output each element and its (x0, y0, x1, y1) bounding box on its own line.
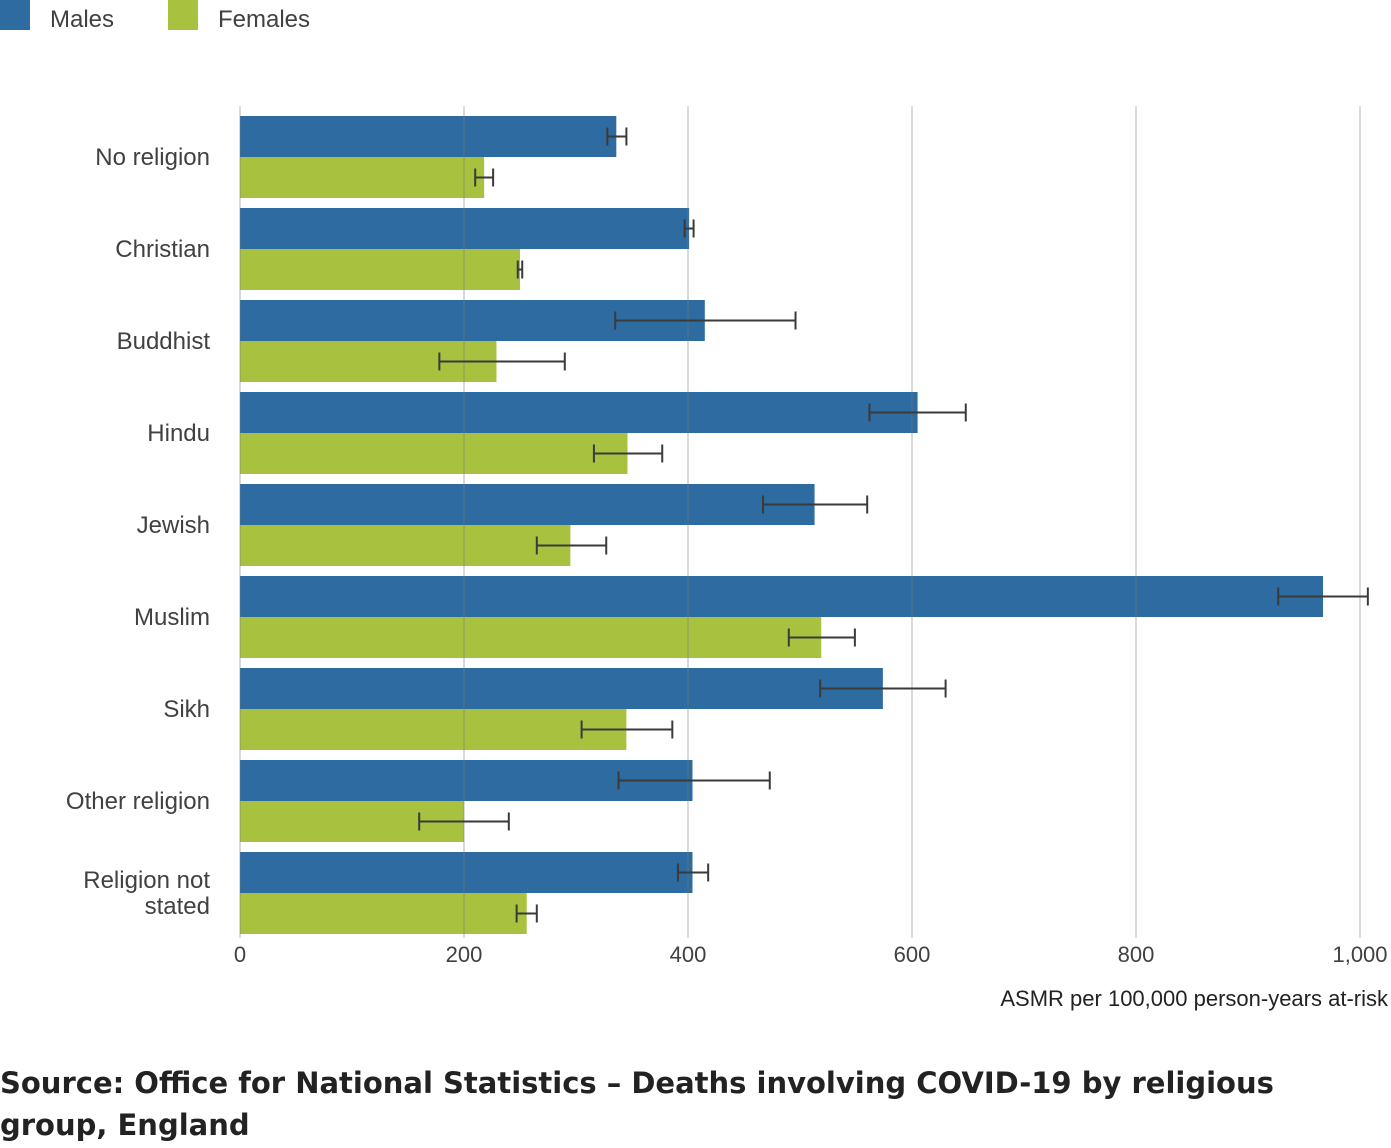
bar-females-3 (240, 433, 628, 474)
bar-females-8 (240, 893, 527, 934)
bar-females-0 (240, 157, 485, 198)
x-tick-label-2: 400 (670, 942, 707, 967)
legend-swatch-females (168, 0, 198, 30)
category-label-8: Religion not stated (83, 867, 210, 920)
bar-females-1 (240, 249, 520, 290)
legend-item-males: Males (0, 0, 114, 40)
x-tick-label-3: 600 (894, 942, 931, 967)
x-tick-label-4: 800 (1118, 942, 1155, 967)
bar-males-1 (240, 208, 690, 249)
bar-males-0 (240, 116, 617, 157)
bar-males-6 (240, 668, 883, 709)
category-label-1: Christian (115, 236, 210, 263)
bar-males-4 (240, 484, 815, 525)
x-tick-label-0: 0 (234, 942, 246, 967)
legend-label-females: Females (218, 6, 311, 33)
category-label-3: Hindu (147, 420, 210, 447)
x-tick-label-1: 200 (446, 942, 483, 967)
category-label-5: Muslim (134, 604, 210, 631)
legend-label-males: Males (50, 6, 115, 33)
bar-females-5 (240, 617, 822, 658)
bar-females-6 (240, 709, 627, 750)
bar-males-3 (240, 392, 918, 433)
legend-item-females: Females (168, 0, 310, 40)
source-note: Source: Office for National Statistics –… (0, 1066, 1274, 1142)
bar-females-4 (240, 525, 571, 566)
category-label-4: Jewish (137, 512, 210, 539)
bar-chart: 0 200 400 600 800 1,000 No religion Christian Bu… (66, 106, 1389, 1011)
category-label-6: Sikh (163, 696, 210, 723)
bar-males-5 (240, 576, 1324, 617)
legend-swatch-males (0, 0, 30, 30)
category-label-0: No religion (95, 144, 210, 171)
bar-males-7 (240, 760, 693, 801)
bar-males-8 (240, 852, 693, 893)
category-label-7: Other religion (66, 788, 210, 815)
x-axis-label: ASMR per 100,000 person-years at-risk (1000, 986, 1389, 1011)
x-tick-label-5: 1,000 (1332, 942, 1387, 967)
category-label-2: Buddhist (117, 328, 211, 355)
